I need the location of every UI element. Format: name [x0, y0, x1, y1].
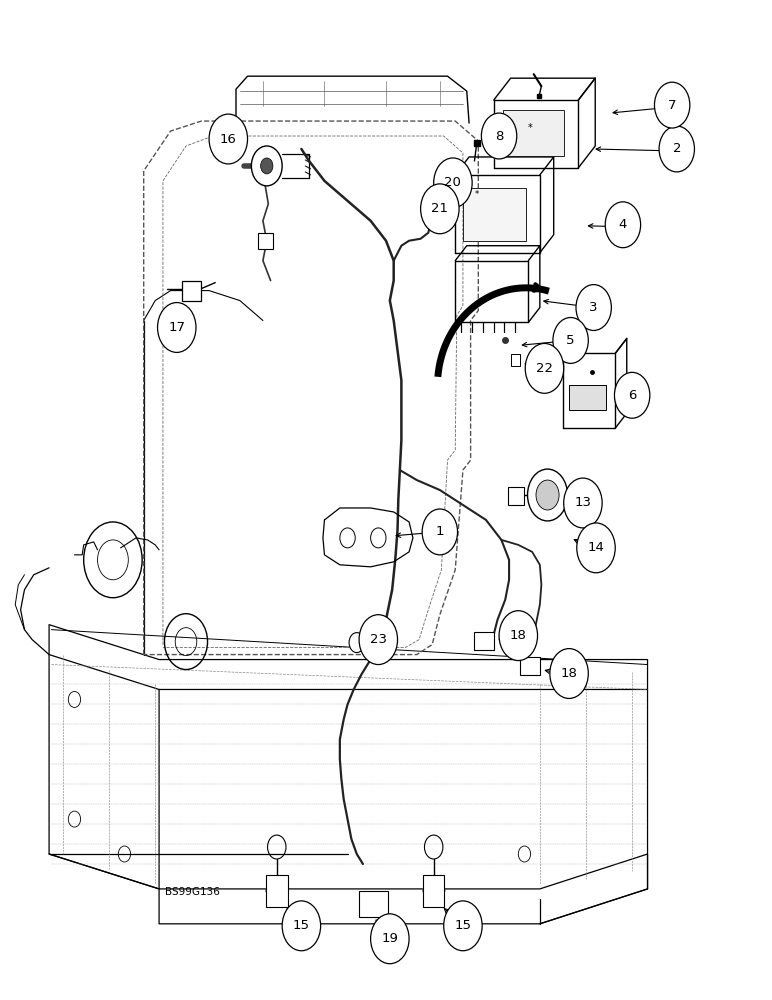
Circle shape [499, 611, 537, 661]
FancyBboxPatch shape [423, 875, 445, 907]
Circle shape [422, 509, 458, 555]
Circle shape [550, 649, 588, 698]
FancyBboxPatch shape [520, 657, 540, 675]
FancyBboxPatch shape [359, 891, 388, 917]
Text: 15: 15 [455, 919, 472, 932]
Circle shape [209, 114, 248, 164]
Text: 19: 19 [381, 932, 398, 945]
Text: 6: 6 [628, 389, 636, 402]
Circle shape [252, 146, 282, 186]
Circle shape [655, 82, 690, 128]
Circle shape [577, 523, 615, 573]
FancyBboxPatch shape [510, 354, 520, 366]
Circle shape [527, 469, 567, 521]
Text: 2: 2 [672, 142, 681, 155]
Text: 8: 8 [495, 130, 503, 143]
Text: 7: 7 [668, 99, 676, 112]
FancyBboxPatch shape [266, 875, 287, 907]
Circle shape [605, 202, 641, 248]
Circle shape [261, 158, 273, 174]
Text: 17: 17 [168, 321, 185, 334]
Text: BS99G136: BS99G136 [164, 887, 219, 897]
Text: 5: 5 [567, 334, 575, 347]
Circle shape [434, 158, 472, 208]
Circle shape [157, 303, 196, 352]
Text: 13: 13 [574, 496, 591, 509]
Text: *: * [475, 190, 479, 199]
Circle shape [421, 184, 459, 234]
Circle shape [564, 478, 602, 528]
Circle shape [576, 285, 611, 330]
FancyBboxPatch shape [258, 233, 273, 249]
FancyBboxPatch shape [474, 632, 493, 650]
Text: 14: 14 [587, 541, 604, 554]
FancyBboxPatch shape [182, 281, 201, 301]
FancyBboxPatch shape [436, 179, 450, 195]
FancyBboxPatch shape [569, 385, 606, 410]
FancyBboxPatch shape [503, 110, 564, 156]
Text: 4: 4 [618, 218, 627, 231]
Circle shape [282, 901, 320, 951]
FancyBboxPatch shape [507, 487, 524, 505]
Text: 3: 3 [590, 301, 598, 314]
Text: 18: 18 [510, 629, 527, 642]
Text: 18: 18 [560, 667, 577, 680]
Circle shape [359, 615, 398, 665]
Circle shape [444, 901, 482, 951]
Circle shape [525, 343, 564, 393]
Text: 15: 15 [293, 919, 310, 932]
Circle shape [371, 914, 409, 964]
Text: 16: 16 [220, 133, 237, 146]
Circle shape [349, 633, 364, 653]
Text: 1: 1 [435, 525, 444, 538]
Text: 21: 21 [432, 202, 449, 215]
Text: 20: 20 [445, 176, 462, 189]
Circle shape [482, 113, 516, 159]
FancyBboxPatch shape [463, 188, 526, 241]
Text: 23: 23 [370, 633, 387, 646]
Text: *: * [528, 123, 533, 133]
Circle shape [536, 480, 559, 510]
Circle shape [553, 318, 588, 363]
Text: 22: 22 [536, 362, 553, 375]
Circle shape [659, 126, 695, 172]
Circle shape [615, 372, 650, 418]
